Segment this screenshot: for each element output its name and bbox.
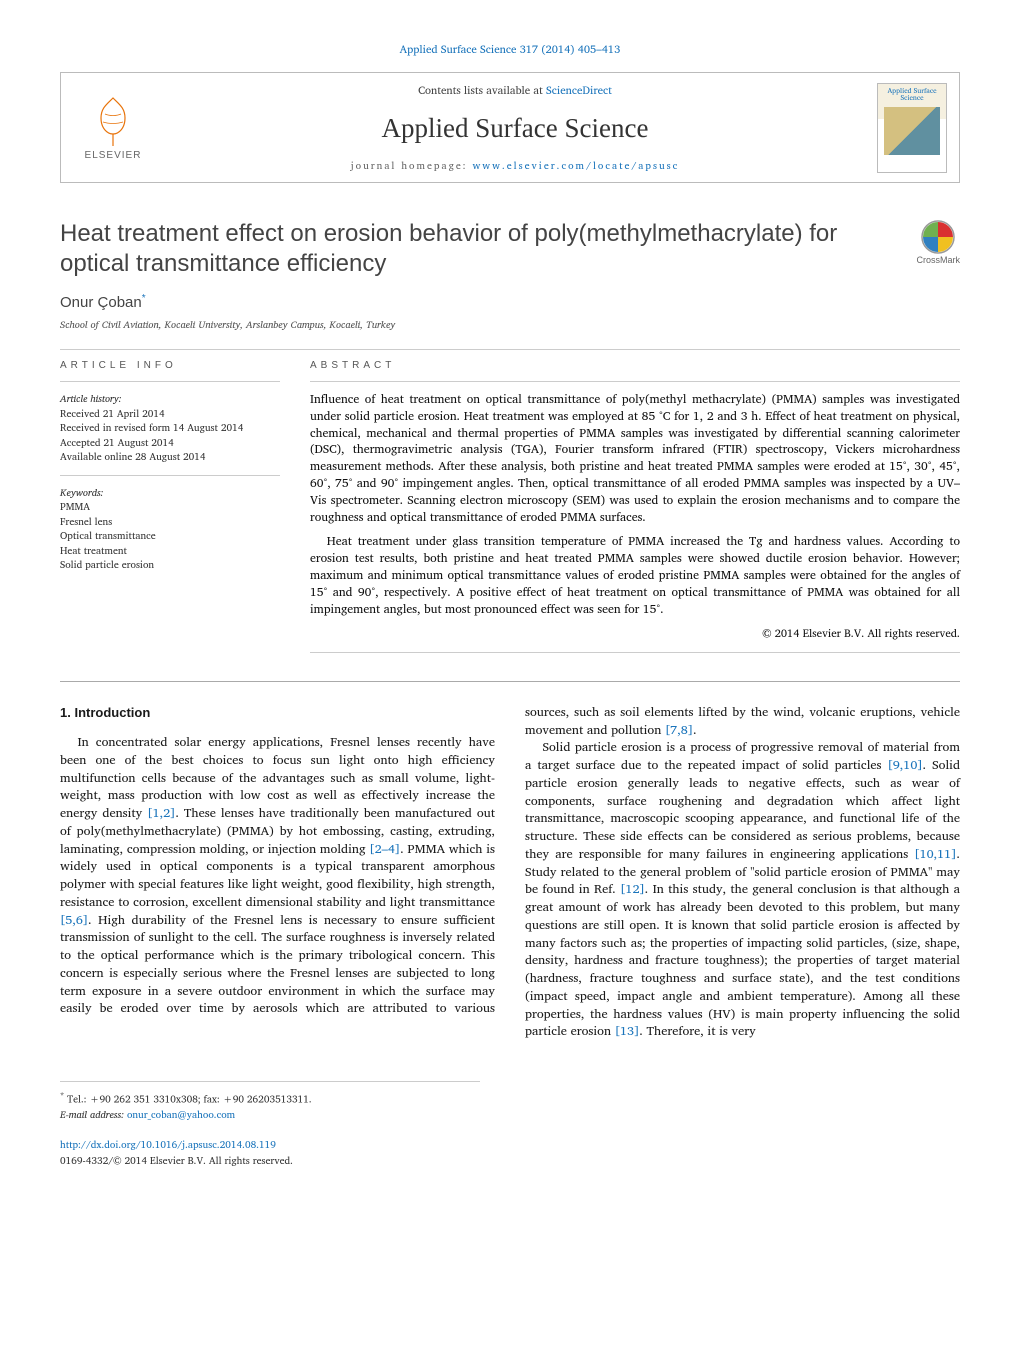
issn-line: 0169-4332/© 2014 Elsevier B.V. All right… (60, 1153, 960, 1169)
journal-cover-image (884, 107, 940, 155)
article-info-heading: article info (60, 360, 280, 371)
elsevier-tree-icon (89, 94, 137, 150)
homepage-line: journal homepage: www.elsevier.com/locat… (153, 158, 877, 174)
author-line: Onur Çoban* (60, 293, 960, 311)
keyword: Heat treatment (60, 544, 280, 559)
abstract-copyright: © 2014 Elsevier B.V. All rights reserved… (310, 626, 960, 641)
crossmark-icon (920, 219, 956, 255)
rule (310, 652, 960, 653)
title-block: Heat treatment effect on erosion behavio… (60, 219, 960, 279)
rule (60, 475, 280, 476)
footnote-line: * Tel.: +90 262 351 3310x308; fax: +90 2… (60, 1088, 480, 1107)
journal-cover-title: Applied Surface Science (882, 88, 942, 103)
available-online-date: Available online 28 August 2014 (60, 450, 280, 465)
journal-name-header: Applied Surface Science (153, 113, 877, 144)
elsevier-logo: ELSEVIER (73, 83, 153, 173)
abstract-para: Heat treatment under glass transition te… (310, 534, 960, 618)
homepage-prefix: journal homepage: (351, 158, 473, 174)
accepted-date: Accepted 21 August 2014 (60, 436, 280, 451)
footnote-email-line: E-mail address: onur_coban@yahoo.com (60, 1107, 480, 1123)
doi-line: http://dx.doi.org/10.1016/j.apsusc.2014.… (60, 1137, 960, 1153)
footnote-email-label: E-mail address: (60, 1107, 124, 1123)
abstract-para: Influence of heat treatment on optical t… (310, 392, 960, 526)
keyword: PMMA (60, 500, 280, 515)
contents-center: Contents lists available at ScienceDirec… (153, 81, 877, 174)
page-container: Applied Surface Science 317 (2014) 405–4… (0, 0, 1020, 1209)
footnote-marker: * (60, 1088, 64, 1102)
author-corresponding-marker[interactable]: * (142, 293, 146, 304)
author-name: Onur Çoban (60, 294, 142, 311)
article-title: Heat treatment effect on erosion behavio… (60, 219, 840, 279)
sciencedirect-link[interactable]: ScienceDirect (546, 81, 612, 99)
crossmark-label: CrossMark (916, 255, 960, 265)
contents-available-prefix: Contents lists available at (418, 81, 546, 99)
abstract-heading: abstract (310, 360, 960, 371)
rule (310, 381, 960, 382)
journal-cover-thumb: Applied Surface Science (877, 83, 947, 173)
contents-available: Contents lists available at ScienceDirec… (153, 81, 877, 99)
article-info-col: article info Article history: Received 2… (60, 360, 280, 663)
homepage-link[interactable]: www.elsevier.com/locate/apsusc (472, 158, 679, 174)
rule (60, 381, 280, 382)
received-date: Received 21 April 2014 (60, 407, 280, 422)
section-heading: 1. Introduction (60, 704, 495, 722)
keyword: Solid particle erosion (60, 558, 280, 573)
keyword: Fresnel lens (60, 515, 280, 530)
keywords-block: Keywords: PMMA Fresnel lens Optical tran… (60, 486, 280, 573)
crossmark-badge[interactable]: CrossMark (916, 219, 960, 265)
footnote-block: * Tel.: +90 262 351 3310x308; fax: +90 2… (60, 1081, 480, 1123)
body-text: . Therefore, it is very (639, 1021, 755, 1041)
elsevier-logo-text: ELSEVIER (85, 150, 142, 161)
footnote-tel: Tel.: +90 262 351 3310x308; fax: +90 262… (67, 1091, 312, 1107)
citation-link[interactable]: [13] (615, 1021, 640, 1041)
abstract-col: abstract Influence of heat treatment on … (310, 360, 960, 663)
body-text: . In this study, the general conclusion … (525, 879, 960, 1041)
doi-link[interactable]: http://dx.doi.org/10.1016/j.apsusc.2014.… (60, 1137, 276, 1153)
history-label: Article history: (60, 392, 280, 407)
header-citation-link[interactable]: Applied Surface Science 317 (2014) 405–4… (400, 40, 621, 58)
keywords-label: Keywords: (60, 486, 280, 501)
article-history: Article history: Received 21 April 2014 … (60, 392, 280, 465)
contents-bar: ELSEVIER Contents lists available at Sci… (60, 72, 960, 183)
affiliation: School of Civil Aviation, Kocaeli Univer… (60, 317, 960, 333)
info-abstract-row: article info Article history: Received 2… (60, 360, 960, 663)
body-para: Solid particle erosion is a process of p… (525, 739, 960, 1041)
body-two-column: 1. Introduction In concentrated solar en… (60, 704, 960, 1041)
keyword: Optical transmittance (60, 529, 280, 544)
footnote-email-link[interactable]: onur_coban@yahoo.com (127, 1107, 235, 1123)
rule (60, 349, 960, 350)
rule (60, 681, 960, 682)
running-header: Applied Surface Science 317 (2014) 405–4… (60, 40, 960, 58)
received-revised-date: Received in revised form 14 August 2014 (60, 421, 280, 436)
